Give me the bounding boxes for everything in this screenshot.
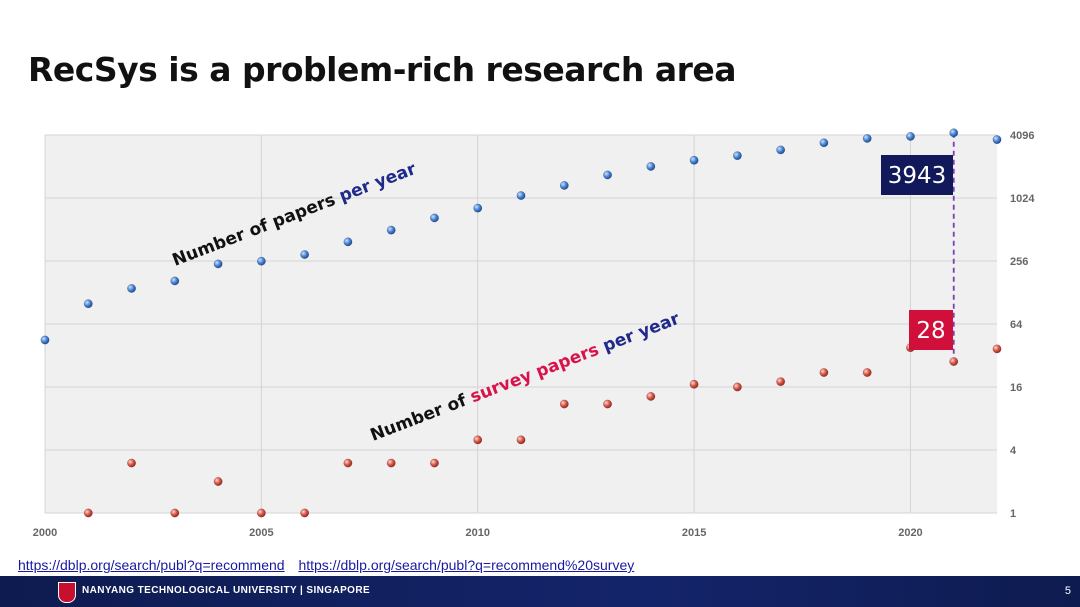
papers-point [732, 151, 742, 161]
papers-point [603, 170, 612, 180]
survey-point [603, 399, 612, 409]
survey-point [516, 435, 526, 445]
papers-point [992, 135, 1002, 145]
papers-chart: 2000 2005 2010 2015 2020 4096 1024 256 64 16 4 1 3… [33, 128, 1035, 539]
link-recommend[interactable]: https://dblp.org/search/publ?q=recommend [18, 557, 285, 573]
papers-point [776, 145, 786, 155]
university-name: NANYANG TECHNOLOGICAL UNIVERSITY | SINGA… [82, 585, 371, 596]
papers-point [689, 155, 699, 165]
survey-point [170, 508, 180, 518]
papers-point [40, 335, 50, 345]
x-tick-label: 2005 [249, 527, 273, 539]
papers-point [473, 203, 483, 213]
x-tick-label: 2000 [33, 527, 57, 539]
survey-point [646, 391, 656, 401]
papers-point [906, 131, 915, 141]
papers-point [559, 180, 569, 190]
callout-papers-value: 3943 [888, 163, 947, 189]
papers-point [949, 128, 959, 138]
page-title: RecSys is a problem-rich research area [28, 50, 737, 89]
survey-point [732, 382, 742, 392]
papers-point [83, 299, 93, 309]
y-tick-label: 256 [1010, 256, 1028, 268]
survey-point [862, 368, 872, 377]
page-number: 5 [1064, 585, 1071, 597]
papers-point [430, 213, 439, 223]
survey-point [473, 435, 483, 445]
university-crest-icon [58, 582, 76, 603]
x-tick-label: 2010 [465, 527, 489, 539]
y-tick-label: 4096 [1010, 130, 1034, 142]
survey-point [430, 458, 439, 468]
callout-papers-box [881, 155, 953, 195]
survey-point [819, 368, 829, 377]
footer-bar: NANYANG TECHNOLOGICAL UNIVERSITY | SINGA… [0, 576, 1080, 607]
survey-point [776, 377, 786, 387]
papers-point [819, 138, 829, 148]
papers-point [300, 250, 310, 260]
papers-point [386, 225, 396, 235]
papers-point [127, 283, 136, 293]
callout-surveys-box [909, 310, 953, 350]
survey-point [300, 508, 310, 518]
survey-point [992, 344, 1002, 354]
papers-point [862, 133, 872, 143]
y-tick-label: 1024 [1010, 193, 1035, 205]
callout-surveys-value: 28 [916, 318, 945, 344]
survey-point [949, 357, 959, 367]
papers-point [256, 256, 266, 266]
survey-point [127, 458, 136, 468]
papers-point [213, 259, 223, 269]
link-recommend-survey[interactable]: https://dblp.org/search/publ?q=recommend… [298, 557, 635, 573]
papers-point [170, 276, 180, 286]
papers-point [516, 191, 526, 201]
y-tick-label: 16 [1010, 382, 1022, 394]
survey-point [386, 458, 396, 468]
papers-point [646, 162, 656, 171]
papers-point [343, 237, 353, 247]
survey-point [343, 458, 353, 468]
source-links: https://dblp.org/search/publ?q=recommend… [18, 557, 644, 573]
x-tick-label: 2015 [682, 527, 706, 539]
y-tick-label: 4 [1010, 445, 1017, 457]
y-tick-label: 64 [1010, 319, 1023, 331]
survey-point [689, 379, 699, 389]
survey-point [256, 508, 266, 518]
survey-point [559, 399, 569, 409]
y-tick-label: 1 [1010, 508, 1016, 520]
x-tick-label: 2020 [898, 527, 922, 539]
survey-point [213, 477, 223, 486]
survey-point [83, 508, 93, 518]
